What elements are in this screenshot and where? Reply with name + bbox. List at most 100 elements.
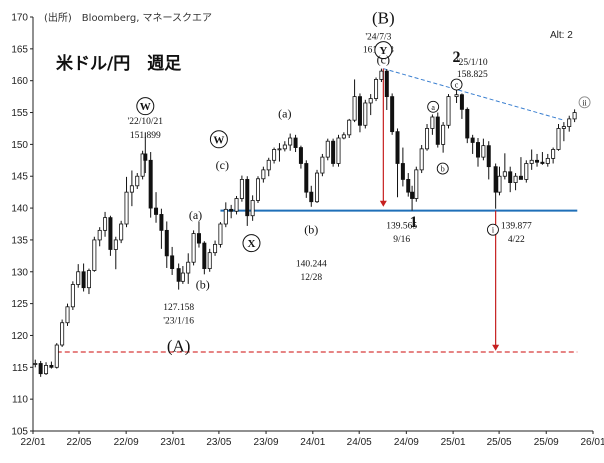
candle-body xyxy=(363,102,368,126)
candle-body xyxy=(470,137,475,143)
x-tick-label: 25/01 xyxy=(441,437,466,448)
wave-label: X xyxy=(248,238,256,250)
x-tick-label: 24/01 xyxy=(300,437,325,448)
candle-body xyxy=(476,142,481,158)
candle-body xyxy=(92,239,97,271)
candle-body xyxy=(341,134,346,139)
candle-body xyxy=(170,255,175,269)
candle-body xyxy=(54,344,59,368)
price-annotation: '22/10/21 xyxy=(128,117,164,127)
candle-body xyxy=(336,137,341,164)
price-annotations: '22/10/21151.899127.158'23/1/16'24/7/316… xyxy=(128,32,532,326)
candle-body xyxy=(119,223,124,241)
candle-body xyxy=(86,270,91,289)
down-arrow-head xyxy=(492,344,500,351)
candle-body xyxy=(143,153,148,161)
candle-body xyxy=(572,112,577,120)
candle-body xyxy=(135,175,140,187)
x-tick-label: 22/05 xyxy=(66,437,91,448)
reference-lines xyxy=(56,68,578,353)
candle-body xyxy=(196,233,201,244)
y-tick-label: 170 xyxy=(11,13,28,24)
candle-body xyxy=(293,137,298,148)
y-tick-label: 150 xyxy=(11,140,28,151)
candle-body xyxy=(288,137,293,146)
candle-body xyxy=(218,223,223,245)
candle-body xyxy=(113,239,118,250)
candle-body xyxy=(540,161,545,164)
candle-body xyxy=(414,169,419,199)
candle-body xyxy=(129,185,134,193)
price-annotation: 140.244 xyxy=(296,260,327,270)
candle-body xyxy=(38,363,43,375)
price-annotation: 4/22 xyxy=(508,235,525,245)
wave-label: W xyxy=(140,101,151,113)
y-tick-label: 130 xyxy=(11,267,28,278)
candle-body xyxy=(374,79,379,99)
candle-body xyxy=(406,179,411,193)
candle-body xyxy=(556,128,561,150)
candle-body xyxy=(567,118,572,127)
candle-body xyxy=(148,159,153,209)
candle-body xyxy=(368,98,373,104)
candle-body xyxy=(446,96,451,126)
candle-body xyxy=(497,175,502,193)
candle-body xyxy=(390,96,395,133)
candle-body xyxy=(454,94,459,98)
y-tick-label: 140 xyxy=(11,204,28,215)
wave-label: b xyxy=(441,165,445,174)
candle-body xyxy=(108,217,113,250)
x-tick-label: 23/09 xyxy=(254,437,279,448)
candlesticks xyxy=(33,68,577,377)
candle-body xyxy=(33,363,38,365)
candle-body xyxy=(551,149,556,159)
candle-body xyxy=(465,108,470,139)
wave-circle xyxy=(242,234,261,253)
candle-body xyxy=(435,116,440,145)
x-tick-label: 26/01 xyxy=(580,437,604,448)
price-annotation: 127.158 xyxy=(163,303,194,313)
wave-circle xyxy=(487,223,499,236)
candle-body xyxy=(486,145,491,168)
candle-body xyxy=(561,126,566,129)
wave-label: 1 xyxy=(410,214,418,231)
wave-label: Y xyxy=(379,45,387,57)
x-tick-label: 25/05 xyxy=(487,437,512,448)
candle-body xyxy=(459,94,464,110)
candle-body xyxy=(347,119,352,136)
candle-body xyxy=(419,148,424,171)
candle-body xyxy=(65,306,70,324)
candle-body xyxy=(518,175,523,180)
candle-body xyxy=(97,229,102,241)
candle-body xyxy=(508,171,513,184)
wave-label: W xyxy=(213,134,224,146)
candle-body xyxy=(441,124,446,145)
x-tick-label: 24/09 xyxy=(394,437,419,448)
candle-body xyxy=(154,207,159,215)
candle-body xyxy=(315,172,320,203)
alt-label: Alt: 2 xyxy=(550,30,573,41)
wave-circle xyxy=(374,41,393,60)
wave-label: (b) xyxy=(304,223,318,237)
price-annotation: 9/16 xyxy=(393,235,410,245)
candle-body xyxy=(282,144,287,150)
x-tick-label: 23/01 xyxy=(160,437,185,448)
candle-body xyxy=(425,128,430,150)
candle-body xyxy=(103,217,108,231)
candle-body xyxy=(76,271,81,285)
x-tick-label: 25/09 xyxy=(534,437,559,448)
candle-body xyxy=(140,153,145,177)
y-tick-label: 105 xyxy=(11,427,28,438)
price-annotation: 158.825 xyxy=(457,70,488,80)
chart-source: (出所) Bloomberg, マネースクエア xyxy=(44,11,212,24)
price-annotation: 139.565 xyxy=(386,221,417,231)
candle-body xyxy=(180,272,185,282)
wave-label: (B) xyxy=(372,8,395,27)
candle-body xyxy=(202,242,207,269)
candle-body xyxy=(430,116,435,129)
price-annotation: '25/1/10 xyxy=(457,58,488,68)
candle-body xyxy=(513,175,518,184)
candle-body xyxy=(545,157,550,164)
candle-body xyxy=(320,156,325,174)
wave-circle xyxy=(209,130,228,149)
